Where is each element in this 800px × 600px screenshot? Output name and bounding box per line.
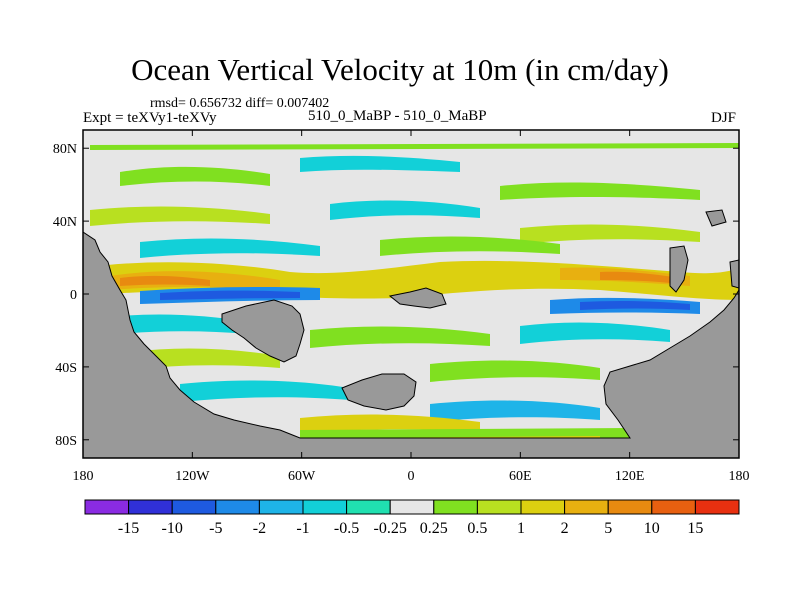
- season-label: DJF: [711, 110, 737, 126]
- y-axis: 80N 40N 0 40S 80S: [53, 142, 739, 449]
- case-label: 510_0_MaBP - 510_0_MaBP: [308, 108, 487, 124]
- experiment-label: Expt = teXVy1-teXVy: [83, 110, 217, 126]
- colorbar-swatch: [84, 499, 130, 515]
- colorbar-label: 0.25: [420, 520, 448, 537]
- colorbar-label: 5: [604, 520, 612, 537]
- colorbar-swatch: [520, 499, 566, 515]
- colorbar-swatch: [171, 499, 217, 515]
- colorbar-label: 1: [517, 520, 525, 537]
- y-tick-label: 80S: [55, 434, 77, 449]
- colorbar-swatch: [258, 499, 304, 515]
- colorbar-swatch: [694, 499, 740, 515]
- chart-title: Ocean Vertical Velocity at 10m (in cm/da…: [131, 52, 669, 87]
- colorbar-swatch: [651, 499, 696, 515]
- x-tick-label: 180: [73, 469, 94, 484]
- colorbar-swatch: [215, 499, 260, 515]
- colorbar-swatch: [476, 499, 522, 515]
- contour-field: [83, 143, 739, 446]
- colorbar-swatch: [607, 499, 653, 515]
- x-tick-label: 120E: [615, 469, 645, 484]
- colorbar: -15 -10 -5 -2 -1 -0.5 -0.25 0.25 0.5 1 2 5 10 15: [84, 499, 740, 537]
- colorbar-swatch: [346, 499, 391, 515]
- colorbar-label: -1: [296, 520, 309, 537]
- colorbar-label: -2: [253, 520, 266, 537]
- y-tick-label: 80N: [53, 142, 77, 157]
- colorbar-label: 15: [687, 520, 703, 537]
- x-tick-label: 60E: [509, 469, 532, 484]
- colorbar-label: 2: [561, 520, 569, 537]
- stats-text: rmsd= 0.656732 diff= 0.007402: [150, 96, 330, 111]
- y-tick-label: 0: [70, 288, 77, 303]
- colorbar-label: -0.5: [334, 520, 359, 537]
- y-tick-label: 40S: [55, 361, 77, 376]
- x-tick-label: 120W: [175, 469, 210, 484]
- colorbar-swatch: [128, 499, 173, 515]
- colorbar-label: -15: [118, 520, 139, 537]
- colorbar-label: -5: [209, 520, 222, 537]
- land-masses: [83, 209, 739, 458]
- map-field: [83, 130, 739, 458]
- colorbar-label: -10: [162, 520, 183, 537]
- colorbar-swatch: [389, 499, 435, 515]
- x-tick-label: 60W: [288, 469, 316, 484]
- y-tick-label: 40N: [53, 215, 77, 230]
- colorbar-swatch: [564, 499, 609, 515]
- colorbar-label: 0.5: [467, 520, 487, 537]
- x-tick-label: 180: [729, 469, 750, 484]
- x-axis: 180 120W 60W 0 60E 120E 180: [73, 130, 750, 484]
- colorbar-swatch: [302, 499, 348, 515]
- colorbar-label: 10: [644, 520, 660, 537]
- colorbar-swatch: [433, 499, 478, 515]
- x-tick-label: 0: [408, 469, 415, 484]
- colorbar-label: -0.25: [374, 520, 407, 537]
